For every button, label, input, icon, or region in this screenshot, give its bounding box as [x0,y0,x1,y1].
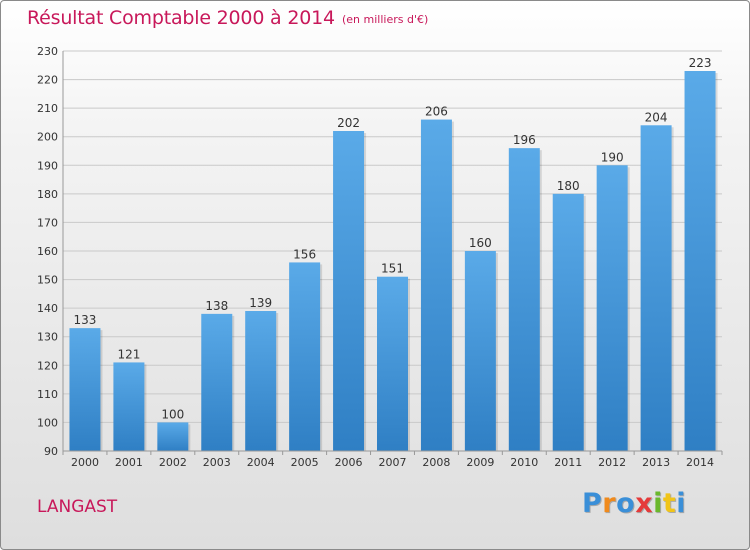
bar [684,71,716,451]
logo-letter: x [635,488,654,519]
y-tick-label: 100 [37,416,58,429]
y-tick-label: 200 [37,131,58,144]
bar [289,262,321,451]
y-tick-label: 90 [44,445,58,458]
data-label: 100 [161,407,184,421]
logo-letter: i [653,488,663,519]
y-tick-label: 130 [37,331,58,344]
x-tick-label: 2000 [71,456,99,469]
bar [508,148,540,451]
x-tick-label: 2012 [598,456,626,469]
y-axis: 90 100 110 120 130 140 150 160 170 180 190 200 210 22… [37,45,64,458]
y-tick-label: 220 [37,74,58,87]
data-label: 223 [689,56,712,70]
x-tick-label: 2010 [510,456,538,469]
bar [377,276,408,451]
proxiti-logo[interactable]: Proxiti [582,488,686,519]
y-tick-label: 110 [37,388,58,401]
data-label: 156 [293,247,316,261]
x-tick-label: 2006 [335,456,363,469]
bar [69,328,101,451]
y-tick-label: 230 [37,45,58,58]
data-label: 196 [513,133,536,147]
bar [420,119,452,452]
data-label: 206 [425,105,448,119]
logo-letter: i [676,488,687,519]
x-tick-label: 2002 [159,456,187,469]
data-label: 190 [601,150,624,164]
data-label: 160 [469,236,492,250]
bar [157,422,189,451]
bar [552,193,584,451]
x-tick-label: 2001 [115,456,143,469]
bars: 133 121 100 138 139 156 202 151 206 160 196 180 190 2… [69,56,718,452]
y-tick-label: 150 [37,274,58,287]
y-tick-label: 180 [37,188,58,201]
logo-letter: o [616,488,636,519]
data-label: 138 [205,299,228,313]
bar [333,131,365,451]
y-tick-label: 120 [37,359,58,372]
bar [640,125,672,452]
logo-letter: P [582,488,603,519]
bar [113,362,145,451]
x-tick-label: 2007 [379,456,407,469]
y-tick-label: 140 [37,302,58,315]
x-tick-label: 2004 [247,456,275,469]
x-tick-label: 2008 [422,456,450,469]
data-label: 139 [249,296,272,310]
bar [596,165,628,452]
x-tick-label: 2005 [291,456,319,469]
logo-letter: t [662,488,677,519]
bar [464,251,496,451]
y-tick-label: 160 [37,245,58,258]
data-label: 204 [645,110,668,124]
x-tick-label: 2014 [686,456,714,469]
place-name: LANGAST [37,497,118,517]
data-label: 180 [557,179,580,193]
x-tick-label: 2013 [642,456,670,469]
data-label: 121 [117,347,140,361]
x-tick-label: 2009 [466,456,494,469]
chart-title: Résultat Comptable 2000 à 2014 [27,7,335,29]
y-tick-label: 170 [37,216,58,229]
chart-subtitle: (en milliers d'€) [342,13,429,26]
logo-letter: r [602,488,617,519]
x-tick-label: 2003 [203,456,231,469]
data-label: 133 [74,313,97,327]
bar [245,311,277,451]
x-tick-label: 2011 [554,456,582,469]
bar [201,313,233,451]
data-label: 151 [381,262,404,276]
y-tick-label: 210 [37,102,58,115]
y-tick-label: 190 [37,159,58,172]
x-axis: 2000 2001 2002 2003 2004 2005 2006 2007 2008 2009… [62,450,723,469]
data-label: 202 [337,116,360,130]
